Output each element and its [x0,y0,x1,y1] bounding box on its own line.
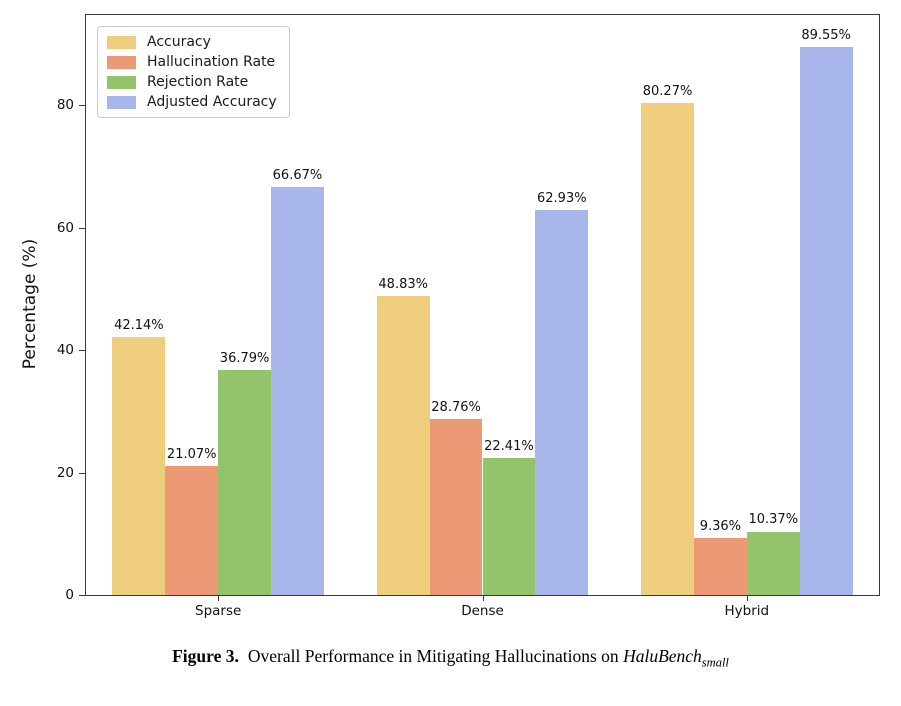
legend-item-hallucination-rate: Hallucination Rate [107,54,277,70]
legend-item-accuracy: Accuracy [107,34,277,50]
bar-value-label: 89.55% [801,27,851,43]
bar-rejection-rate-sparse [218,369,272,595]
y-tick-label: 40 [56,342,74,359]
x-tick-label-dense: Dense [461,603,504,619]
bar-value-label: 36.79% [219,350,270,366]
caption-text: Overall Performance in Mitigating Halluc… [247,646,624,666]
bar-hallucination-rate-dense [429,418,483,595]
y-tick-mark [79,227,86,229]
x-tick-label-sparse: Sparse [195,603,242,619]
bar-value-label: 21.07% [166,446,217,462]
y-tick-label: 60 [56,219,74,236]
bar-rejection-rate-hybrid [746,531,800,595]
y-axis-label: Percentage (%) [20,238,40,370]
x-tick-mark [482,595,484,601]
legend-label: Hallucination Rate [147,54,276,70]
bar-value-label: 48.83% [378,276,428,292]
bar-adjusted-accuracy-dense [535,209,589,595]
figure-caption: Figure 3. Overall Performance in Mitigati… [0,646,901,670]
legend-swatch-icon [107,55,136,69]
caption-benchmark: HaluBench [623,646,702,666]
x-tick-mark [218,595,220,601]
legend-label: Accuracy [147,34,211,50]
caption-label: Figure 3. [172,646,239,666]
legend-swatch-icon [107,75,136,89]
y-tick-mark [79,350,86,352]
y-tick-mark [79,472,86,474]
legend-label: Rejection Rate [147,74,249,90]
bar-accuracy-dense [376,295,430,595]
bar-hallucination-rate-sparse [165,465,219,595]
y-tick-label: 20 [56,464,74,481]
legend-swatch-icon [107,95,136,109]
legend-item-rejection-rate: Rejection Rate [107,74,277,90]
bar-value-label: 10.37% [748,512,799,528]
legend-label: Adjusted Accuracy [147,94,277,110]
legend-item-adjusted-accuracy: Adjusted Accuracy [107,94,277,110]
bar-value-label: 80.27% [642,84,693,100]
bar-adjusted-accuracy-sparse [271,186,324,595]
bar-value-label: 9.36% [699,518,742,534]
bar-accuracy-hybrid [641,103,694,595]
y-tick-mark [79,105,86,107]
bar-hallucination-rate-hybrid [693,537,747,595]
caption-subscript: small [701,655,729,670]
y-tick-label: 80 [56,97,74,114]
plot-area: Accuracy Hallucination Rate Rejection Rate… [57,14,880,619]
y-tick-label: 0 [65,587,74,603]
bar-value-label: 62.93% [537,190,587,206]
bar-value-label: 66.67% [272,167,323,183]
bar-value-label: 28.76% [431,399,481,415]
legend-swatch-icon [107,35,136,49]
x-tick-label-hybrid: Hybrid [724,603,770,619]
bar-rejection-rate-dense [482,457,536,595]
y-tick-mark [79,595,86,596]
x-tick-mark [746,595,748,601]
bar-value-label: 22.41% [484,438,534,454]
bar-adjusted-accuracy-hybrid [799,46,853,595]
bar-accuracy-sparse [112,336,166,595]
bar-value-label: 42.14% [114,317,164,333]
legend: Accuracy Hallucination Rate Rejection Rate… [97,26,290,118]
